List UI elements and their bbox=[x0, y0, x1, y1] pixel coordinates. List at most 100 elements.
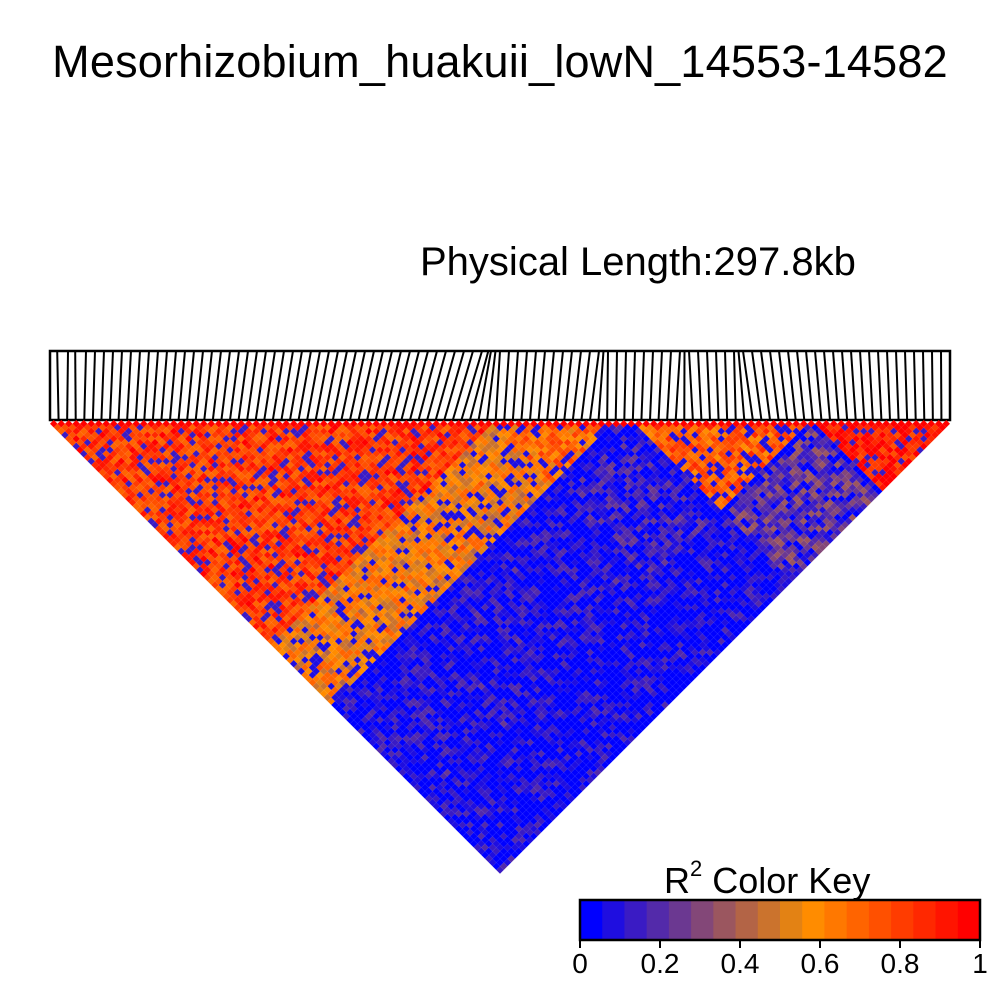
snp-link-line bbox=[529, 350, 537, 421]
snp-link-line bbox=[850, 350, 857, 421]
snp-link-line bbox=[623, 350, 627, 421]
snp-link-line bbox=[796, 350, 806, 421]
snp-link-line bbox=[434, 350, 456, 421]
snp-link-line bbox=[877, 350, 883, 421]
snp-link-line bbox=[742, 350, 754, 421]
physical-length-label: Physical Length:297.8kb bbox=[420, 240, 856, 284]
snp-link-line bbox=[271, 350, 285, 421]
snp-link-line bbox=[922, 350, 926, 421]
snp-link-line bbox=[697, 350, 703, 421]
snp-link-line bbox=[169, 350, 177, 421]
snp-link-line bbox=[631, 350, 636, 421]
snp-link-line bbox=[211, 350, 222, 421]
snp-link-line bbox=[511, 350, 519, 421]
snp-link-line bbox=[503, 350, 510, 421]
snp-link-line bbox=[263, 350, 276, 421]
snp-position-map bbox=[48, 349, 952, 422]
snp-link-line bbox=[391, 350, 411, 421]
snp-link-line bbox=[314, 350, 330, 421]
snp-link-line bbox=[931, 350, 934, 421]
snp-link-line bbox=[666, 350, 672, 421]
snp-link-line bbox=[649, 350, 654, 421]
snp-link-line bbox=[737, 350, 746, 421]
snp-link-line bbox=[886, 350, 891, 421]
snp-link-line bbox=[134, 350, 141, 421]
snp-link-line bbox=[229, 350, 240, 421]
snp-link-line bbox=[760, 350, 771, 421]
ld-triangle bbox=[50, 420, 950, 874]
snp-link-line bbox=[640, 350, 645, 421]
snp-link-line bbox=[280, 350, 294, 421]
snp-link-line bbox=[297, 350, 312, 421]
snp-link-line bbox=[417, 350, 438, 421]
snp-link-line bbox=[787, 350, 797, 421]
snp-link-line bbox=[614, 350, 618, 421]
snp-link-line bbox=[769, 350, 780, 421]
snp-link-line bbox=[751, 350, 763, 421]
snp-link-line bbox=[186, 350, 195, 421]
snp-link-line bbox=[160, 350, 168, 421]
snp-link-line bbox=[83, 350, 87, 421]
snp-link-line bbox=[151, 350, 159, 421]
snp-link-line bbox=[895, 350, 900, 421]
snp-link-line bbox=[460, 350, 483, 421]
snp-link-line bbox=[913, 350, 917, 421]
snp-link-line bbox=[805, 350, 814, 421]
snp-link-line bbox=[814, 350, 823, 421]
snp-link-line bbox=[177, 350, 186, 421]
snp-link-line bbox=[451, 350, 474, 421]
snp-link-line bbox=[203, 350, 213, 421]
snp-link-line bbox=[220, 350, 231, 421]
snp-link-line bbox=[859, 350, 866, 421]
snp-link-line bbox=[571, 350, 582, 421]
snp-link-line bbox=[349, 350, 366, 421]
snp-link-line bbox=[733, 350, 737, 421]
snp-link-line bbox=[674, 350, 681, 421]
snp-link-line bbox=[289, 350, 303, 421]
snp-link-line bbox=[366, 350, 384, 421]
snp-link-line bbox=[100, 350, 105, 421]
snp-link-line bbox=[357, 350, 375, 421]
snp-link-line bbox=[409, 350, 429, 421]
snp-link-line bbox=[246, 350, 258, 421]
snp-link-line bbox=[194, 350, 204, 421]
snp-link-line bbox=[823, 350, 831, 421]
snp-link-line bbox=[91, 350, 96, 421]
snp-link-line bbox=[546, 350, 555, 421]
snp-link-line bbox=[706, 350, 711, 421]
snp-link-line bbox=[443, 350, 465, 421]
snp-link-line bbox=[537, 350, 546, 421]
snp-link-line bbox=[374, 350, 393, 421]
snp-link-line bbox=[554, 350, 564, 421]
snp-link-line bbox=[868, 350, 874, 421]
snp-link-line bbox=[904, 350, 909, 421]
snp-link-line bbox=[117, 350, 123, 421]
snp-link-line bbox=[841, 350, 849, 421]
snp-link-line bbox=[400, 350, 420, 421]
snp-link-line bbox=[778, 350, 789, 421]
snp-link-line bbox=[323, 350, 339, 421]
snp-link-line bbox=[520, 350, 528, 421]
snp-link-line bbox=[486, 350, 497, 421]
snp-link-line bbox=[74, 350, 77, 421]
snp-link-line bbox=[383, 350, 402, 421]
snp-link-line bbox=[426, 350, 447, 421]
snp-link-line bbox=[340, 350, 357, 421]
snp-link-line bbox=[597, 350, 605, 421]
snp-link-line bbox=[477, 350, 492, 421]
snp-link-line bbox=[606, 350, 609, 421]
snp-link-line bbox=[306, 350, 321, 421]
chart-title: Mesorhizobium_huakuii_lowN_14553-14582 bbox=[52, 36, 948, 87]
snp-link-line bbox=[563, 350, 573, 421]
snp-link-line bbox=[331, 350, 348, 421]
snp-link-line bbox=[66, 350, 69, 421]
snp-link-line bbox=[494, 350, 501, 421]
snp-link-line bbox=[657, 350, 663, 421]
snp-link-line bbox=[237, 350, 249, 421]
snp-link-line bbox=[56, 350, 60, 421]
snp-link-line bbox=[715, 350, 720, 421]
snp-link-line bbox=[580, 350, 591, 421]
snp-link-line bbox=[724, 350, 729, 421]
snp-link-line bbox=[688, 350, 694, 421]
